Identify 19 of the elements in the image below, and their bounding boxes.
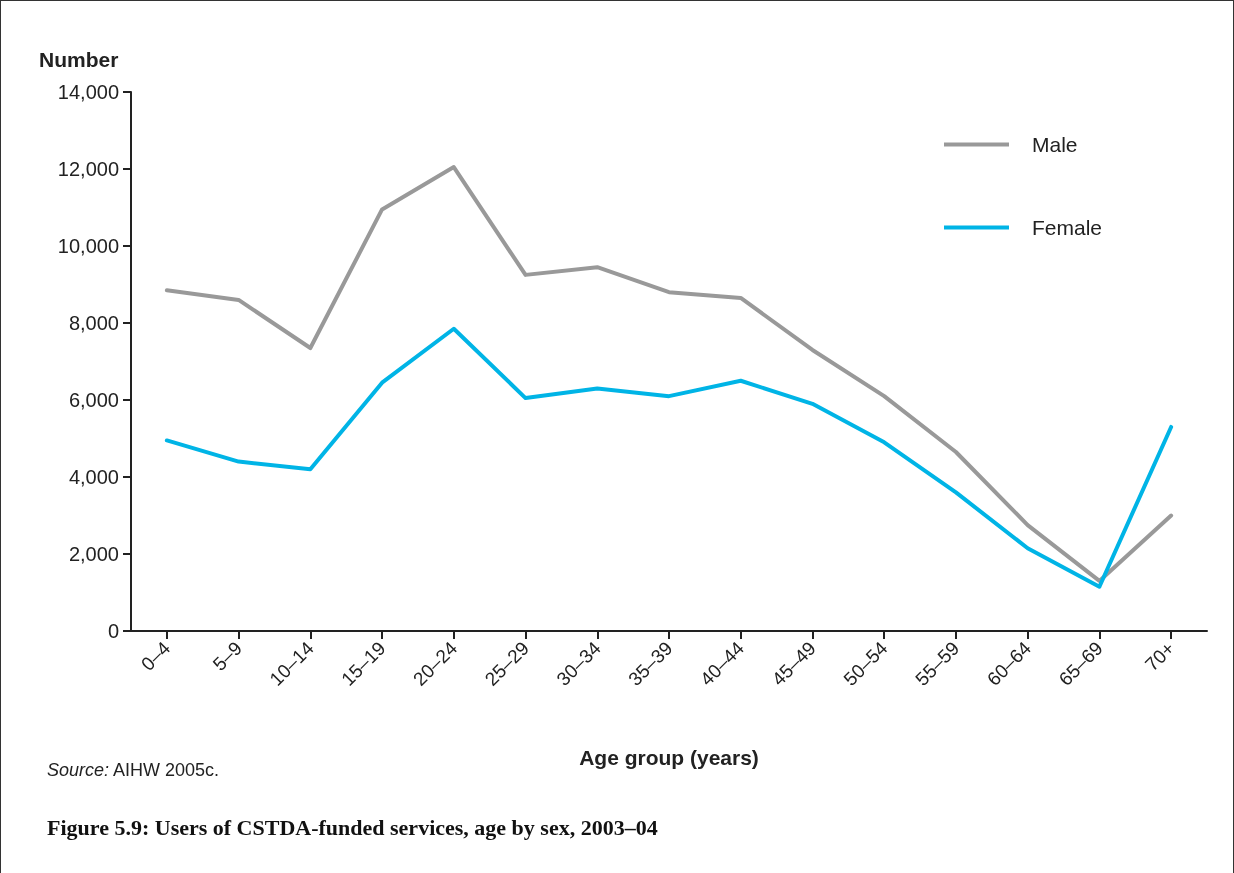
x-tick-label: 5–9: [208, 637, 247, 675]
line-series: [164, 326, 1174, 589]
source-note: Source: AIHW 2005c.: [47, 760, 220, 780]
line-series: [164, 165, 1174, 583]
x-tick-label: 70+: [1140, 637, 1179, 676]
x-axis-title: Age group (years): [579, 746, 759, 769]
y-tick-label: 8,000: [68, 312, 119, 334]
y-tick-label: 14,000: [57, 81, 119, 103]
y-tick-label: 6,000: [68, 389, 119, 411]
y-tick-label: 4,000: [68, 466, 119, 488]
legend-label: Female: [1032, 216, 1103, 239]
legend-label: Male: [1032, 133, 1078, 156]
y-tick-label: 10,000: [57, 235, 119, 257]
y-tick-label: 0: [107, 620, 119, 642]
text: Figure 5.9: Users of CSTDA-funded services, age by sex, 2003–04: [47, 814, 658, 840]
y-axis-title: Number: [39, 48, 119, 71]
y-tick-label: 2,000: [68, 543, 119, 565]
x-tick-label: 0–4: [137, 637, 175, 675]
y-tick-label: 12,000: [57, 158, 119, 180]
